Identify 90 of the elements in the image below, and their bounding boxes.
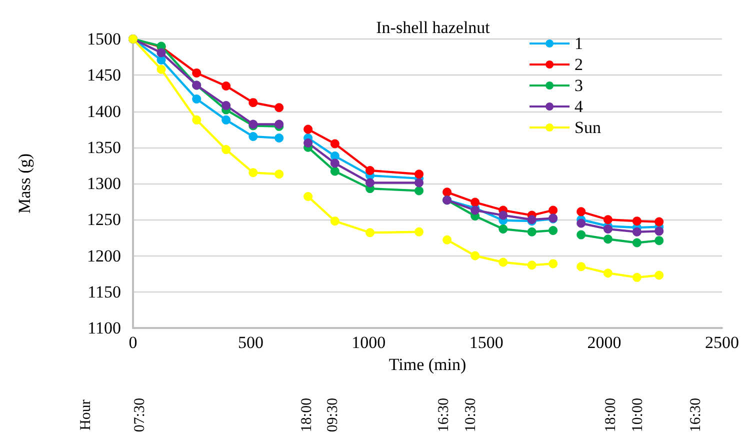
chart-title: In-shell hazelnut [376,18,490,37]
x-tick-label: 500 [238,333,264,352]
point [498,210,508,220]
text: 10:30 [463,398,479,432]
point [632,227,642,236]
point [603,268,612,278]
point [632,272,642,282]
point [248,168,258,178]
y-tick-label: 1500 [87,30,121,48]
point [248,98,258,108]
text: 18:00 [603,398,619,432]
point [248,132,258,142]
point [330,158,340,168]
point [222,145,231,154]
point [414,186,424,196]
point [274,133,284,142]
point [414,227,424,236]
legend-label: 2 [574,55,584,74]
point [304,192,313,201]
legend-label: 4 [574,97,584,116]
y-tick-label: 1250 [87,210,121,230]
point [192,115,202,124]
point [470,251,480,260]
point [414,178,424,188]
point [192,94,202,104]
y-tick-label: 1150 [88,282,121,302]
point [470,198,480,207]
y-tick-label: 1300 [87,174,121,193]
point [442,235,452,244]
y-tick-label: 1200 [87,246,121,266]
point [654,226,664,236]
point [654,270,664,280]
point [527,260,536,270]
point [527,227,536,236]
point [366,228,375,238]
text: Hour [78,400,94,430]
point [414,170,424,179]
point [330,166,340,176]
point [304,124,313,134]
legend-label: Sun [574,118,602,137]
text: 16:30 [436,398,452,432]
point [576,207,586,216]
y-tick-label: 1450 [87,66,121,85]
point [576,262,586,272]
point [576,218,586,228]
point [548,226,558,235]
point [366,178,375,188]
point [632,216,642,226]
legend-label: 3 [574,76,584,95]
point [304,138,313,148]
point [548,259,558,268]
x-axis-title: Time (min) [388,355,466,374]
point [274,103,284,112]
point [222,81,231,90]
point [654,236,664,246]
x-tick-label: 0 [128,333,138,352]
point [576,230,586,240]
point [603,215,612,224]
text: 18:00 [299,398,315,432]
point [654,217,664,226]
point [222,115,231,124]
point [330,152,340,161]
point [192,68,202,78]
y-tick-label: 1100 [88,318,121,338]
x-tick-label: 1500 [469,333,504,352]
point [498,224,508,234]
point [156,48,166,58]
x-tick-label: 2500 [705,333,739,352]
text: 09:30 [325,398,341,432]
text: 07:30 [132,398,148,432]
point [366,166,375,175]
y-tick-label: 1400 [87,102,121,121]
y-axis-title: Mass (g) [15,154,34,214]
point [330,139,340,148]
point [632,238,642,248]
point [603,234,612,244]
y-tick-label: 1350 [87,138,121,157]
point [603,224,612,234]
point [498,258,508,267]
point [548,206,558,215]
point [330,216,340,226]
text: 16:30 [688,398,704,432]
x-tick-label: 1000 [352,333,386,352]
point [222,100,231,110]
point [274,170,284,179]
point [442,188,452,197]
legend-label: 1 [574,34,584,53]
point [156,64,166,74]
text: 10:00 [630,398,646,432]
x-tick-label: 2000 [587,333,622,352]
